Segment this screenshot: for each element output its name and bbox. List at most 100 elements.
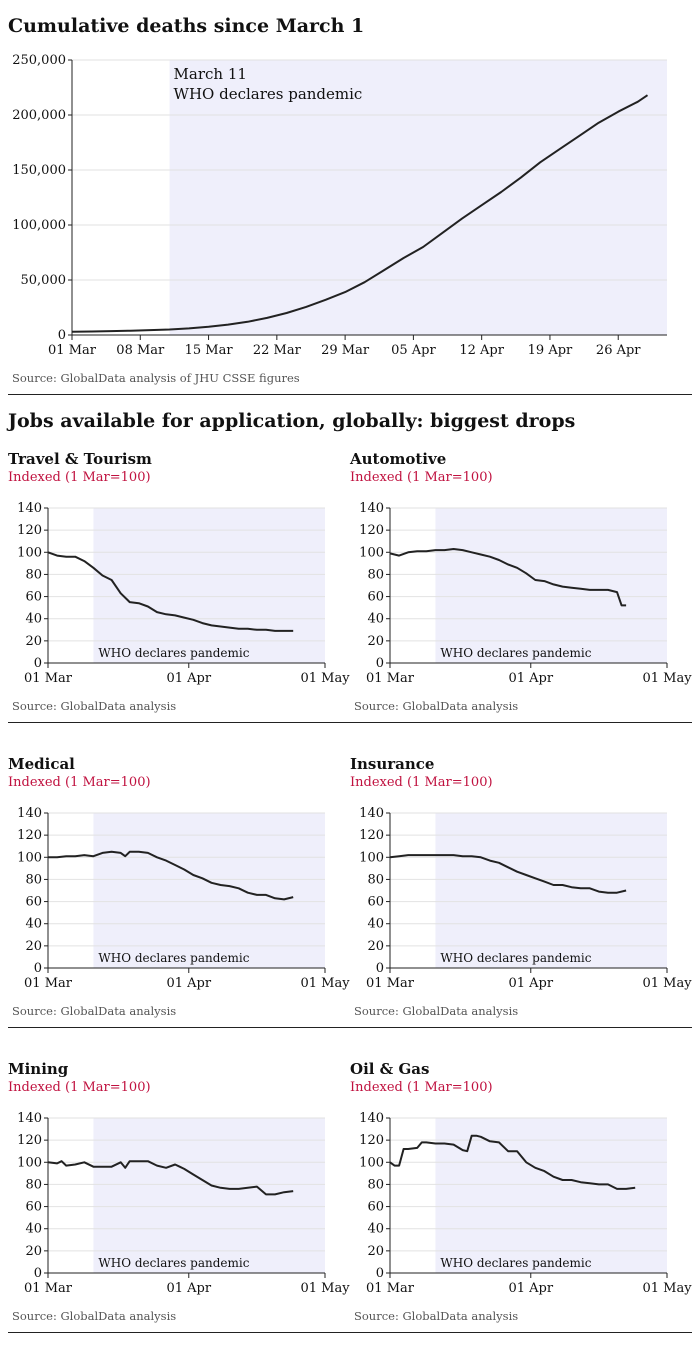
x-tick-label: 01 Mar — [24, 1281, 73, 1296]
y-tick-label: 100 — [17, 545, 42, 560]
y-tick-label: 60 — [25, 895, 42, 910]
x-tick-label: 01 Apr — [166, 1281, 211, 1296]
automotive-chart: 0 20 40 60 80 100 120 140 01 Mar 01 Apr 01 May WHO … — [359, 501, 692, 686]
panel-title: Travel & Tourism — [8, 450, 152, 468]
panel-source: Source: GlobalData analysis — [354, 1309, 519, 1323]
x-tick-label: 15 Mar — [185, 343, 234, 358]
y-tick-label: 120 — [359, 1133, 384, 1148]
y-tick-label: 140 — [17, 501, 42, 516]
y-tick-label: 80 — [25, 567, 42, 582]
y-tick-label: 100 — [359, 545, 384, 560]
main-chart-title: Cumulative deaths since March 1 — [8, 15, 365, 37]
cumulative-deaths-chart: 0 50,000 100,000 150,000 200,000 250,000 01 Ma… — [12, 53, 667, 358]
series-line — [71, 94, 649, 333]
y-tick-label: 140 — [359, 501, 384, 516]
x-tick-label: 26 Apr — [596, 343, 641, 358]
y-tick-label: 140 — [17, 806, 42, 821]
y-tick-label: 0 — [376, 961, 384, 976]
y-tick-label: 20 — [25, 634, 42, 649]
y-tick-label: 60 — [367, 895, 384, 910]
jobs-section-title: Jobs available for application, globally… — [8, 410, 576, 432]
y-tick-label: 250,000 — [12, 53, 66, 68]
y-tick-label: 120 — [17, 1133, 42, 1148]
x-tick-label: 22 Mar — [253, 343, 302, 358]
panel-caption: Indexed (1 Mar=100) — [8, 470, 151, 485]
annotation-label: WHO declares pandemic — [440, 1256, 591, 1270]
series-line — [48, 850, 294, 901]
annotation-label: WHO declares pandemic — [440, 646, 591, 660]
y-tick-label: 100 — [17, 850, 42, 865]
panel-title: Oil & Gas — [350, 1060, 430, 1078]
panel-source: Source: GlobalData analysis — [12, 1309, 177, 1323]
y-tick-label: 0 — [376, 1266, 384, 1281]
x-tick-label: 01 May — [300, 976, 350, 991]
y-tick-label: 80 — [367, 872, 384, 887]
y-tick-label: 40 — [367, 612, 384, 627]
x-tick-label: 05 Apr — [391, 343, 436, 358]
y-tick-label: 80 — [25, 1177, 42, 1192]
main-chart-source: Source: GlobalData analysis of JHU CSSE … — [12, 371, 300, 385]
panel-title: Insurance — [350, 755, 435, 773]
annotation-label: WHO declares pandemic — [98, 1256, 249, 1270]
panel-source: Source: GlobalData analysis — [12, 699, 177, 713]
series-line — [389, 1134, 636, 1190]
y-tick-label: 20 — [25, 939, 42, 954]
medical-chart: 0 20 40 60 80 100 120 140 01 Mar 01 Apr 01 May WHO … — [17, 806, 350, 991]
y-tick-label: 150,000 — [12, 163, 66, 178]
y-tick-label: 80 — [25, 872, 42, 887]
y-tick-label: 120 — [359, 828, 384, 843]
panel-title: Automotive — [350, 450, 447, 468]
series-line — [47, 551, 294, 632]
x-tick-label: 01 Mar — [48, 343, 97, 358]
y-tick-label: 40 — [25, 612, 42, 627]
y-tick-label: 20 — [367, 1244, 384, 1259]
divider — [8, 394, 692, 395]
y-tick-label: 140 — [359, 1111, 384, 1126]
x-tick-label: 01 Mar — [366, 1281, 415, 1296]
y-tick-label: 60 — [25, 590, 42, 605]
y-tick-label: 140 — [359, 806, 384, 821]
y-tick-label: 80 — [367, 1177, 384, 1192]
panel-caption: Indexed (1 Mar=100) — [8, 1080, 151, 1095]
x-tick-label: 01 Mar — [24, 671, 73, 686]
y-tick-label: 0 — [34, 656, 42, 671]
y-tick-label: 100 — [17, 1155, 42, 1170]
panel-source: Source: GlobalData analysis — [354, 1004, 519, 1018]
series-line — [47, 1160, 294, 1196]
annotation-label: WHO declares pandemic — [440, 951, 591, 965]
y-tick-label: 0 — [376, 656, 384, 671]
panel-caption: Indexed (1 Mar=100) — [350, 775, 493, 790]
panel-source: Source: GlobalData analysis — [12, 1004, 177, 1018]
mining-chart: 0 20 40 60 80 100 120 140 01 Mar 01 Apr 01 May WHO … — [17, 1111, 350, 1296]
y-tick-label: 120 — [17, 828, 42, 843]
x-tick-label: 01 May — [642, 671, 692, 686]
pandemic-shaded-region — [435, 813, 667, 968]
x-tick-label: 01 May — [642, 1281, 692, 1296]
insurance-chart: 0 20 40 60 80 100 120 140 01 Mar 01 Apr 01 May WHO … — [359, 806, 692, 991]
y-tick-label: 100 — [359, 1155, 384, 1170]
y-tick-label: 40 — [367, 1222, 384, 1237]
x-tick-label: 01 Mar — [24, 976, 73, 991]
y-tick-label: 50,000 — [21, 273, 67, 288]
annotation-label: WHO declares pandemic — [98, 951, 249, 965]
y-tick-label: 20 — [25, 1244, 42, 1259]
y-tick-label: 40 — [25, 1222, 42, 1237]
x-tick-label: 01 Mar — [366, 976, 415, 991]
oil-gas-chart: 0 20 40 60 80 100 120 140 01 Mar 01 Apr 01 May WHO … — [359, 1111, 692, 1296]
x-tick-label: 01 Apr — [166, 976, 211, 991]
x-tick-label: 01 Apr — [508, 976, 553, 991]
y-tick-label: 0 — [58, 328, 66, 343]
y-tick-label: 20 — [367, 939, 384, 954]
x-tick-label: 01 Apr — [508, 671, 553, 686]
y-tick-label: 60 — [367, 1200, 384, 1215]
pandemic-shaded-region — [93, 813, 325, 968]
series-line — [389, 548, 627, 607]
x-tick-label: 01 May — [300, 1281, 350, 1296]
y-tick-label: 0 — [34, 1266, 42, 1281]
x-tick-label: 01 Apr — [166, 671, 211, 686]
y-tick-label: 200,000 — [12, 108, 66, 123]
x-tick-label: 12 Apr — [459, 343, 504, 358]
y-tick-label: 140 — [17, 1111, 42, 1126]
divider — [8, 1332, 692, 1333]
y-tick-label: 100 — [359, 850, 384, 865]
